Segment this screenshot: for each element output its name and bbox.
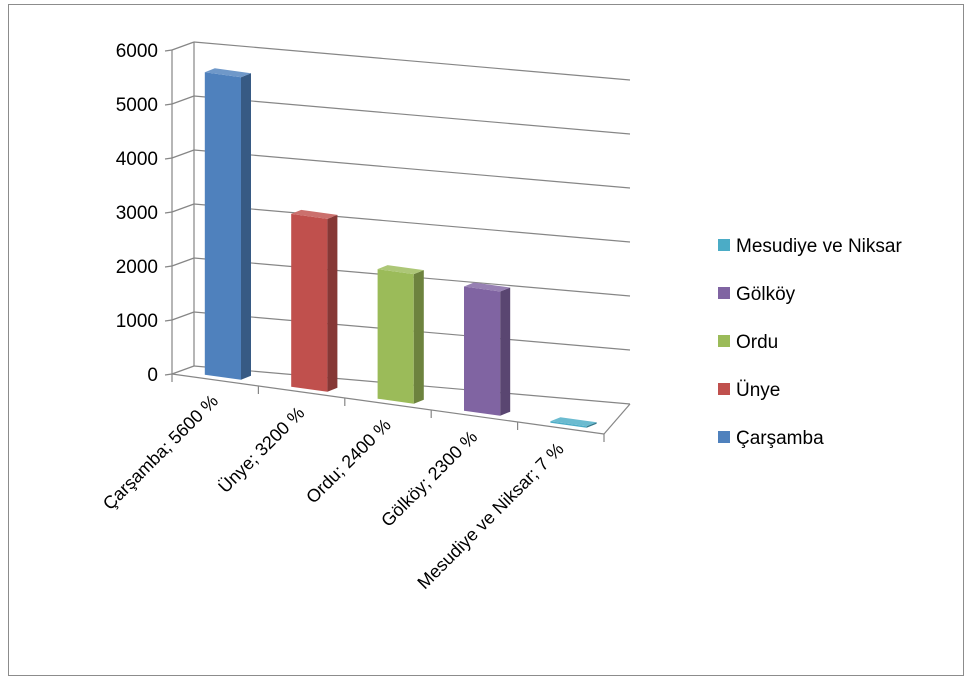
y-tick-mark: [164, 211, 173, 214]
bar-top-face: [377, 265, 424, 275]
legend-label: Mesudiye ve Niksar: [736, 236, 902, 257]
bar-front-face: [291, 213, 328, 392]
x-tick-label: Gölköy; 2300 %: [377, 427, 481, 531]
legend-label: Ordu: [736, 332, 778, 353]
y-tick-label: 0: [147, 365, 158, 386]
bar: [377, 265, 424, 404]
gridline: [193, 203, 631, 243]
legend-swatch: [718, 239, 730, 251]
bar-front-face: [204, 72, 241, 380]
y-tick-label: 4000: [116, 149, 158, 170]
y-tick-mark: [164, 373, 173, 376]
y-tick-mark: [164, 103, 173, 106]
bar-top-face: [464, 282, 511, 292]
side-gridline: [171, 257, 195, 267]
x-tick-label: Ordu; 2400 %: [302, 415, 395, 508]
bar: [204, 68, 251, 380]
gridline: [193, 95, 631, 135]
legend-label: Ünye: [736, 380, 780, 401]
chart-floor: [171, 373, 631, 442]
floor-right-edge: [603, 403, 631, 435]
side-gridline: [171, 41, 195, 51]
legend-swatch: [718, 431, 730, 443]
bar: [550, 417, 597, 428]
legend: Mesudiye ve Niksar Gölköy Ordu Ünye Çarşamba: [718, 236, 902, 449]
side-gridline: [171, 311, 195, 321]
y-tick-label: 5000: [116, 95, 158, 116]
bar-side-face: [500, 287, 511, 416]
legend-swatch: [718, 335, 730, 347]
bar-front-face: [464, 286, 501, 416]
bar-top-face: [291, 209, 338, 219]
gridline: [193, 41, 631, 81]
floor-front-edge: [171, 373, 605, 435]
side-gridline: [171, 149, 195, 159]
x-tick-label: Çarşamba; 5600 %: [99, 391, 222, 514]
bar: [464, 282, 511, 416]
y-tick-label: 6000: [116, 41, 158, 62]
y-tick-label: 3000: [116, 203, 158, 224]
y-tick-mark: [164, 265, 173, 268]
y-tick-mark: [164, 319, 173, 322]
y-tick-mark: [164, 49, 173, 52]
y-axis: 0 1000 2000 3000 4000 5000 6000: [116, 41, 173, 386]
x-tick-label: Ünye; 3200 %: [214, 403, 308, 497]
side-gridline: [171, 203, 195, 213]
bar-side-face: [327, 214, 338, 392]
bar-side-face: [586, 422, 597, 428]
side-gridline: [171, 365, 195, 375]
legend-swatch: [718, 383, 730, 395]
y-tick-label: 1000: [116, 311, 158, 332]
bar-side-face: [241, 73, 251, 380]
bar-front-face: [377, 269, 414, 404]
side-gridline: [171, 95, 195, 105]
x-axis-labels: Çarşamba; 5600 %Ünye; 3200 %Ordu; 2400 %…: [99, 391, 568, 593]
bar-front-face: [550, 421, 587, 428]
bars: [204, 68, 597, 428]
legend-swatch: [718, 287, 730, 299]
legend-label: Gölköy: [736, 284, 796, 305]
y-tick-label: 2000: [116, 257, 158, 278]
bar-top-face: [204, 68, 251, 78]
bar-top-face: [550, 417, 597, 427]
legend-label: Çarşamba: [736, 428, 824, 449]
gridline: [193, 149, 631, 189]
bar: [291, 209, 338, 392]
bar-side-face: [413, 270, 424, 404]
y-tick-mark: [164, 157, 173, 160]
